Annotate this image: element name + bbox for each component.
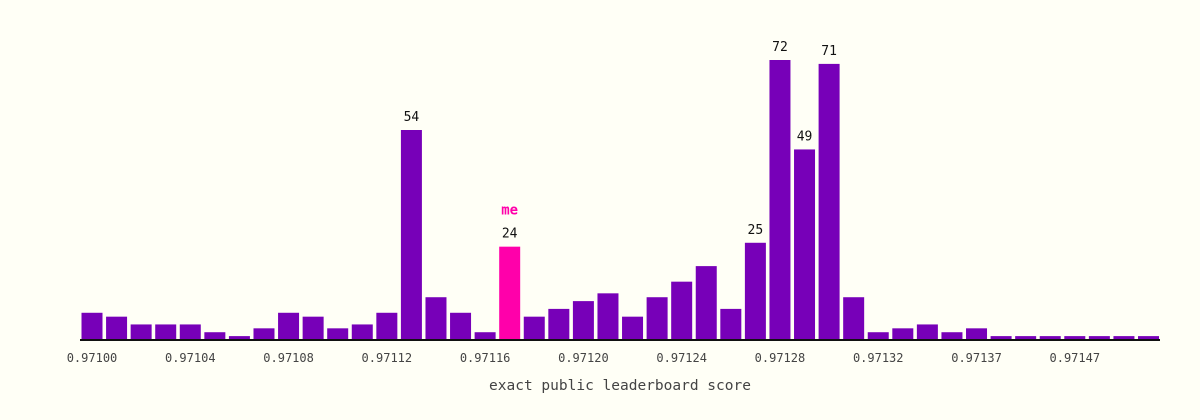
x-tick-label: 0.97108 <box>263 351 314 365</box>
bar <box>769 60 791 340</box>
bar <box>523 316 545 340</box>
bar <box>720 308 742 340</box>
bar <box>1138 336 1160 340</box>
bar <box>376 312 398 340</box>
bar <box>400 130 422 340</box>
bar <box>548 308 570 340</box>
bar <box>966 328 988 340</box>
x-tick-label: 0.97124 <box>656 351 707 365</box>
bar <box>204 332 226 340</box>
x-tick-label: 0.97132 <box>853 351 904 365</box>
bar-value-label: 71 <box>821 44 837 59</box>
bar <box>646 297 668 340</box>
bar <box>106 316 128 340</box>
bar <box>327 328 349 340</box>
bar <box>130 324 152 340</box>
bar <box>302 316 324 340</box>
bar <box>695 266 717 340</box>
x-tick-label: 0.97116 <box>460 351 511 365</box>
x-tick-label: 0.97112 <box>362 351 413 365</box>
bar-value-label: 24 <box>502 227 518 242</box>
bar-value-label: 25 <box>748 223 764 238</box>
data-labels-group: 54 24 25 72 49 71 me <box>404 40 837 242</box>
bar <box>990 336 1012 340</box>
bar <box>843 297 865 340</box>
bar <box>892 328 914 340</box>
bar <box>1088 336 1110 340</box>
x-tick-label: 0.97147 <box>1050 351 1101 365</box>
bar <box>253 328 275 340</box>
bar <box>278 312 300 340</box>
bar <box>228 336 250 340</box>
x-tick-label: 0.97120 <box>558 351 609 365</box>
x-tick-label: 0.97100 <box>67 351 118 365</box>
bar <box>622 316 644 340</box>
bar-value-label: 54 <box>404 110 420 125</box>
bar <box>81 312 103 340</box>
bar <box>867 332 889 340</box>
bar <box>794 149 816 340</box>
bar <box>671 281 693 340</box>
bar <box>1039 336 1061 340</box>
bar <box>351 324 373 340</box>
bar-value-label: 49 <box>797 129 813 144</box>
bars-group <box>81 60 1160 340</box>
bar <box>1064 336 1086 340</box>
bar <box>425 297 447 340</box>
x-tick-label: 0.97104 <box>165 351 216 365</box>
bar <box>155 324 177 340</box>
bar <box>1015 336 1037 340</box>
bar <box>1113 336 1135 340</box>
bar-value-label: 72 <box>772 40 788 55</box>
bar <box>179 324 201 340</box>
bar <box>572 301 594 340</box>
bar-highlight <box>499 246 521 340</box>
bar <box>916 324 938 340</box>
bar <box>818 63 840 340</box>
bar <box>744 242 766 340</box>
x-tick-labels-group: 0.97100 0.97104 0.97108 0.97112 0.97116 0.971… <box>67 351 1100 365</box>
x-axis-title: exact public leaderboard score <box>489 378 751 394</box>
bar <box>941 332 963 340</box>
x-tick-label: 0.97128 <box>755 351 806 365</box>
x-tick-label: 0.97137 <box>951 351 1002 365</box>
bar <box>597 293 619 340</box>
me-marker-label: me <box>501 203 518 219</box>
bar <box>474 332 496 340</box>
bar <box>450 312 472 340</box>
